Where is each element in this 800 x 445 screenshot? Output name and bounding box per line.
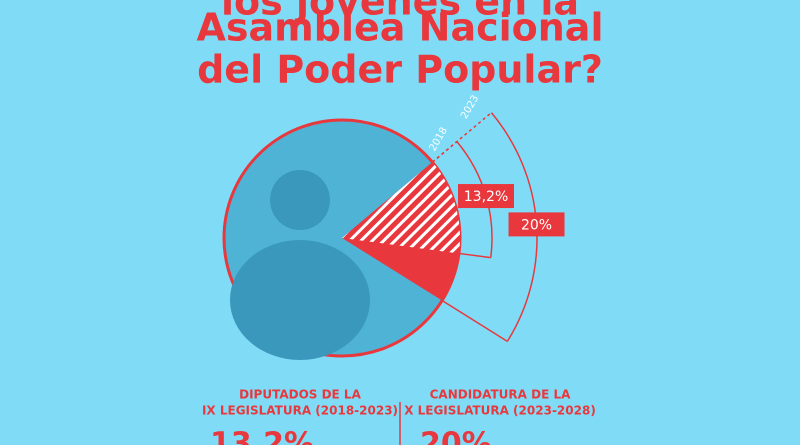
value-box [508, 212, 565, 237]
big-value: 13,2% [210, 427, 314, 445]
big-value: 20% [420, 427, 492, 445]
photo-figure [230, 240, 370, 360]
caption: IX LEGISLATURA (2018-2023) [202, 404, 398, 418]
title-line: del Poder Popular? [197, 48, 603, 92]
title-line: Asamblea Nacional [197, 6, 604, 50]
caption: DIPUTADOS DE LA [239, 388, 361, 402]
radial-line [431, 141, 458, 163]
caption: CANDIDATURA DE LA [430, 388, 571, 402]
caption: X LEGISLATURA (2023-2028) [404, 404, 596, 418]
value-label: 13,2% [464, 189, 508, 205]
photo-figure [270, 170, 330, 230]
radial-line [458, 252, 491, 259]
wedge [342, 162, 460, 254]
radial-line [441, 299, 508, 342]
value-label: 20% [521, 217, 552, 233]
title-line: los jóvenes en la [221, 0, 579, 24]
value-box [458, 184, 515, 209]
